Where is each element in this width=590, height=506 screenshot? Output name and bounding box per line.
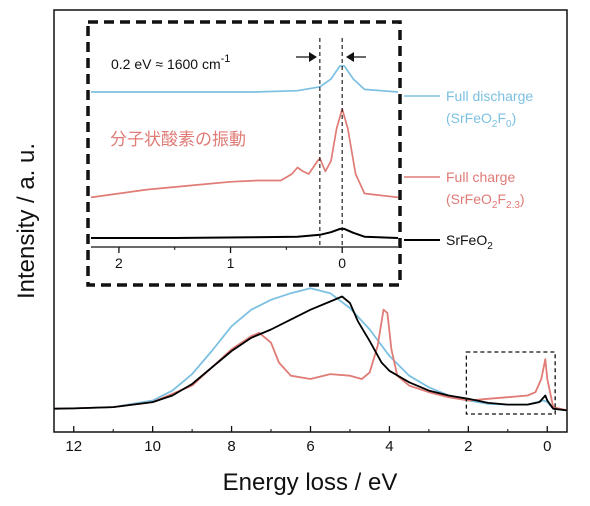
main-zoom-box xyxy=(465,351,556,415)
legend-label-full-charge: Full charge xyxy=(446,169,515,185)
inset-x-tick-label: 0 xyxy=(338,255,346,271)
main-x-tick-label: 10 xyxy=(144,438,161,455)
main-x-tick-label: 6 xyxy=(306,438,314,455)
inset-series-line xyxy=(91,227,399,239)
inset-series-line xyxy=(90,108,399,199)
legend-item-full-charge: Full charge (SrFeO2F2.3) xyxy=(404,169,525,211)
main-x-tick-label: 12 xyxy=(65,438,82,455)
inset-white-bg xyxy=(88,22,400,285)
legend: Full discharge (SrFeO2F0) Full charge (S… xyxy=(404,88,533,252)
main-series-group xyxy=(53,287,568,412)
inset-annotation: 0.2 eV ≈ 1600 cm-1 xyxy=(111,53,230,72)
legend-item-full-discharge: Full discharge (SrFeO2F0) xyxy=(404,88,533,130)
main-x-tick-label: 8 xyxy=(227,438,235,455)
legend-label-full-discharge: Full discharge xyxy=(446,88,533,104)
inset-series-line xyxy=(91,65,399,93)
y-axis-label: Intensity / a. u. xyxy=(13,143,40,299)
legend-formula-full-discharge: (SrFeO2F0) xyxy=(446,110,516,130)
x-axis-label: Energy loss / eV xyxy=(223,469,398,496)
main-series-line xyxy=(53,287,568,412)
japanese-annotation: 分子状酸素の振動 xyxy=(110,130,246,150)
main-series-line xyxy=(53,295,568,412)
annotation-arrows xyxy=(296,52,366,62)
inset-x-tick-label: 2 xyxy=(115,255,123,271)
annotation-main: 0.2 eV ≈ 1600 cm xyxy=(111,56,221,72)
main-x-tick-label: 4 xyxy=(385,438,393,455)
legend-item-srfeo2: SrFeO2 xyxy=(404,232,493,252)
main-x-tick-label: 0 xyxy=(543,438,551,455)
legend-formula-full-charge: (SrFeO2F2.3) xyxy=(446,191,525,211)
inset-x-tick-label: 1 xyxy=(227,255,235,271)
main-x-tick-label: 2 xyxy=(464,438,472,455)
inset-series-group xyxy=(90,65,399,239)
annotation-superscript: -1 xyxy=(221,53,231,65)
main-x-axis: 12 10 8 6 4 2 0 xyxy=(65,426,551,455)
main-series-line xyxy=(53,308,568,412)
legend-label-srfeo2: SrFeO2 xyxy=(446,232,493,252)
